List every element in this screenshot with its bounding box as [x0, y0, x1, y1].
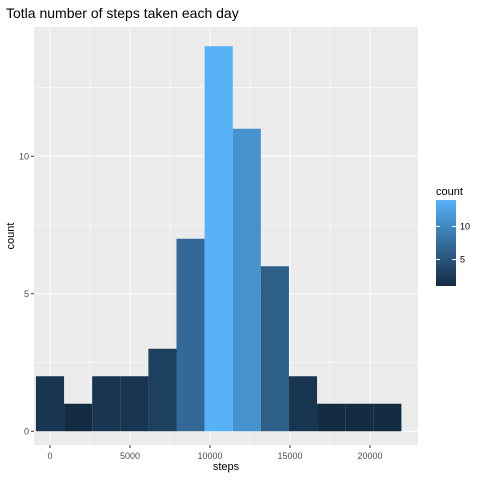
histogram-bar — [345, 403, 374, 432]
y-tick-label: 0 — [24, 426, 29, 436]
x-axis-label: steps — [213, 461, 240, 473]
histogram-bar — [92, 376, 121, 432]
y-axis: 0 5 10 — [19, 151, 34, 436]
x-axis: 0 5000 10000 15000 20000 — [47, 445, 383, 461]
legend-ticks: 5 10 — [436, 221, 470, 265]
histogram-bar — [317, 403, 346, 432]
histogram-bar — [288, 376, 318, 432]
histogram-bar — [260, 266, 289, 432]
histogram-bar — [232, 128, 261, 432]
x-tick-label: 10000 — [197, 451, 222, 461]
histogram-bar — [35, 376, 65, 432]
chart-title: Totla number of steps taken each day — [6, 5, 239, 21]
x-tick-label: 5000 — [120, 451, 140, 461]
y-tick-label: 5 — [24, 289, 29, 299]
histogram-bar — [204, 46, 233, 432]
histogram-bar — [176, 238, 205, 432]
x-tick-label: 15000 — [277, 451, 302, 461]
legend-colorbar — [436, 200, 456, 286]
x-tick-label: 20000 — [357, 451, 382, 461]
y-axis-label: count — [5, 223, 17, 250]
legend: count 5 10 — [436, 186, 470, 286]
histogram-bar — [64, 403, 93, 432]
histogram-bar — [120, 376, 149, 432]
histogram-bars — [35, 46, 402, 432]
x-tick-label: 0 — [47, 451, 52, 461]
legend-title: count — [436, 186, 463, 198]
y-tick-label: 10 — [19, 151, 29, 161]
legend-tick-label: 5 — [460, 255, 465, 265]
histogram-bar — [373, 403, 402, 432]
histogram-bar — [148, 348, 177, 432]
legend-tick-label: 10 — [460, 221, 470, 231]
